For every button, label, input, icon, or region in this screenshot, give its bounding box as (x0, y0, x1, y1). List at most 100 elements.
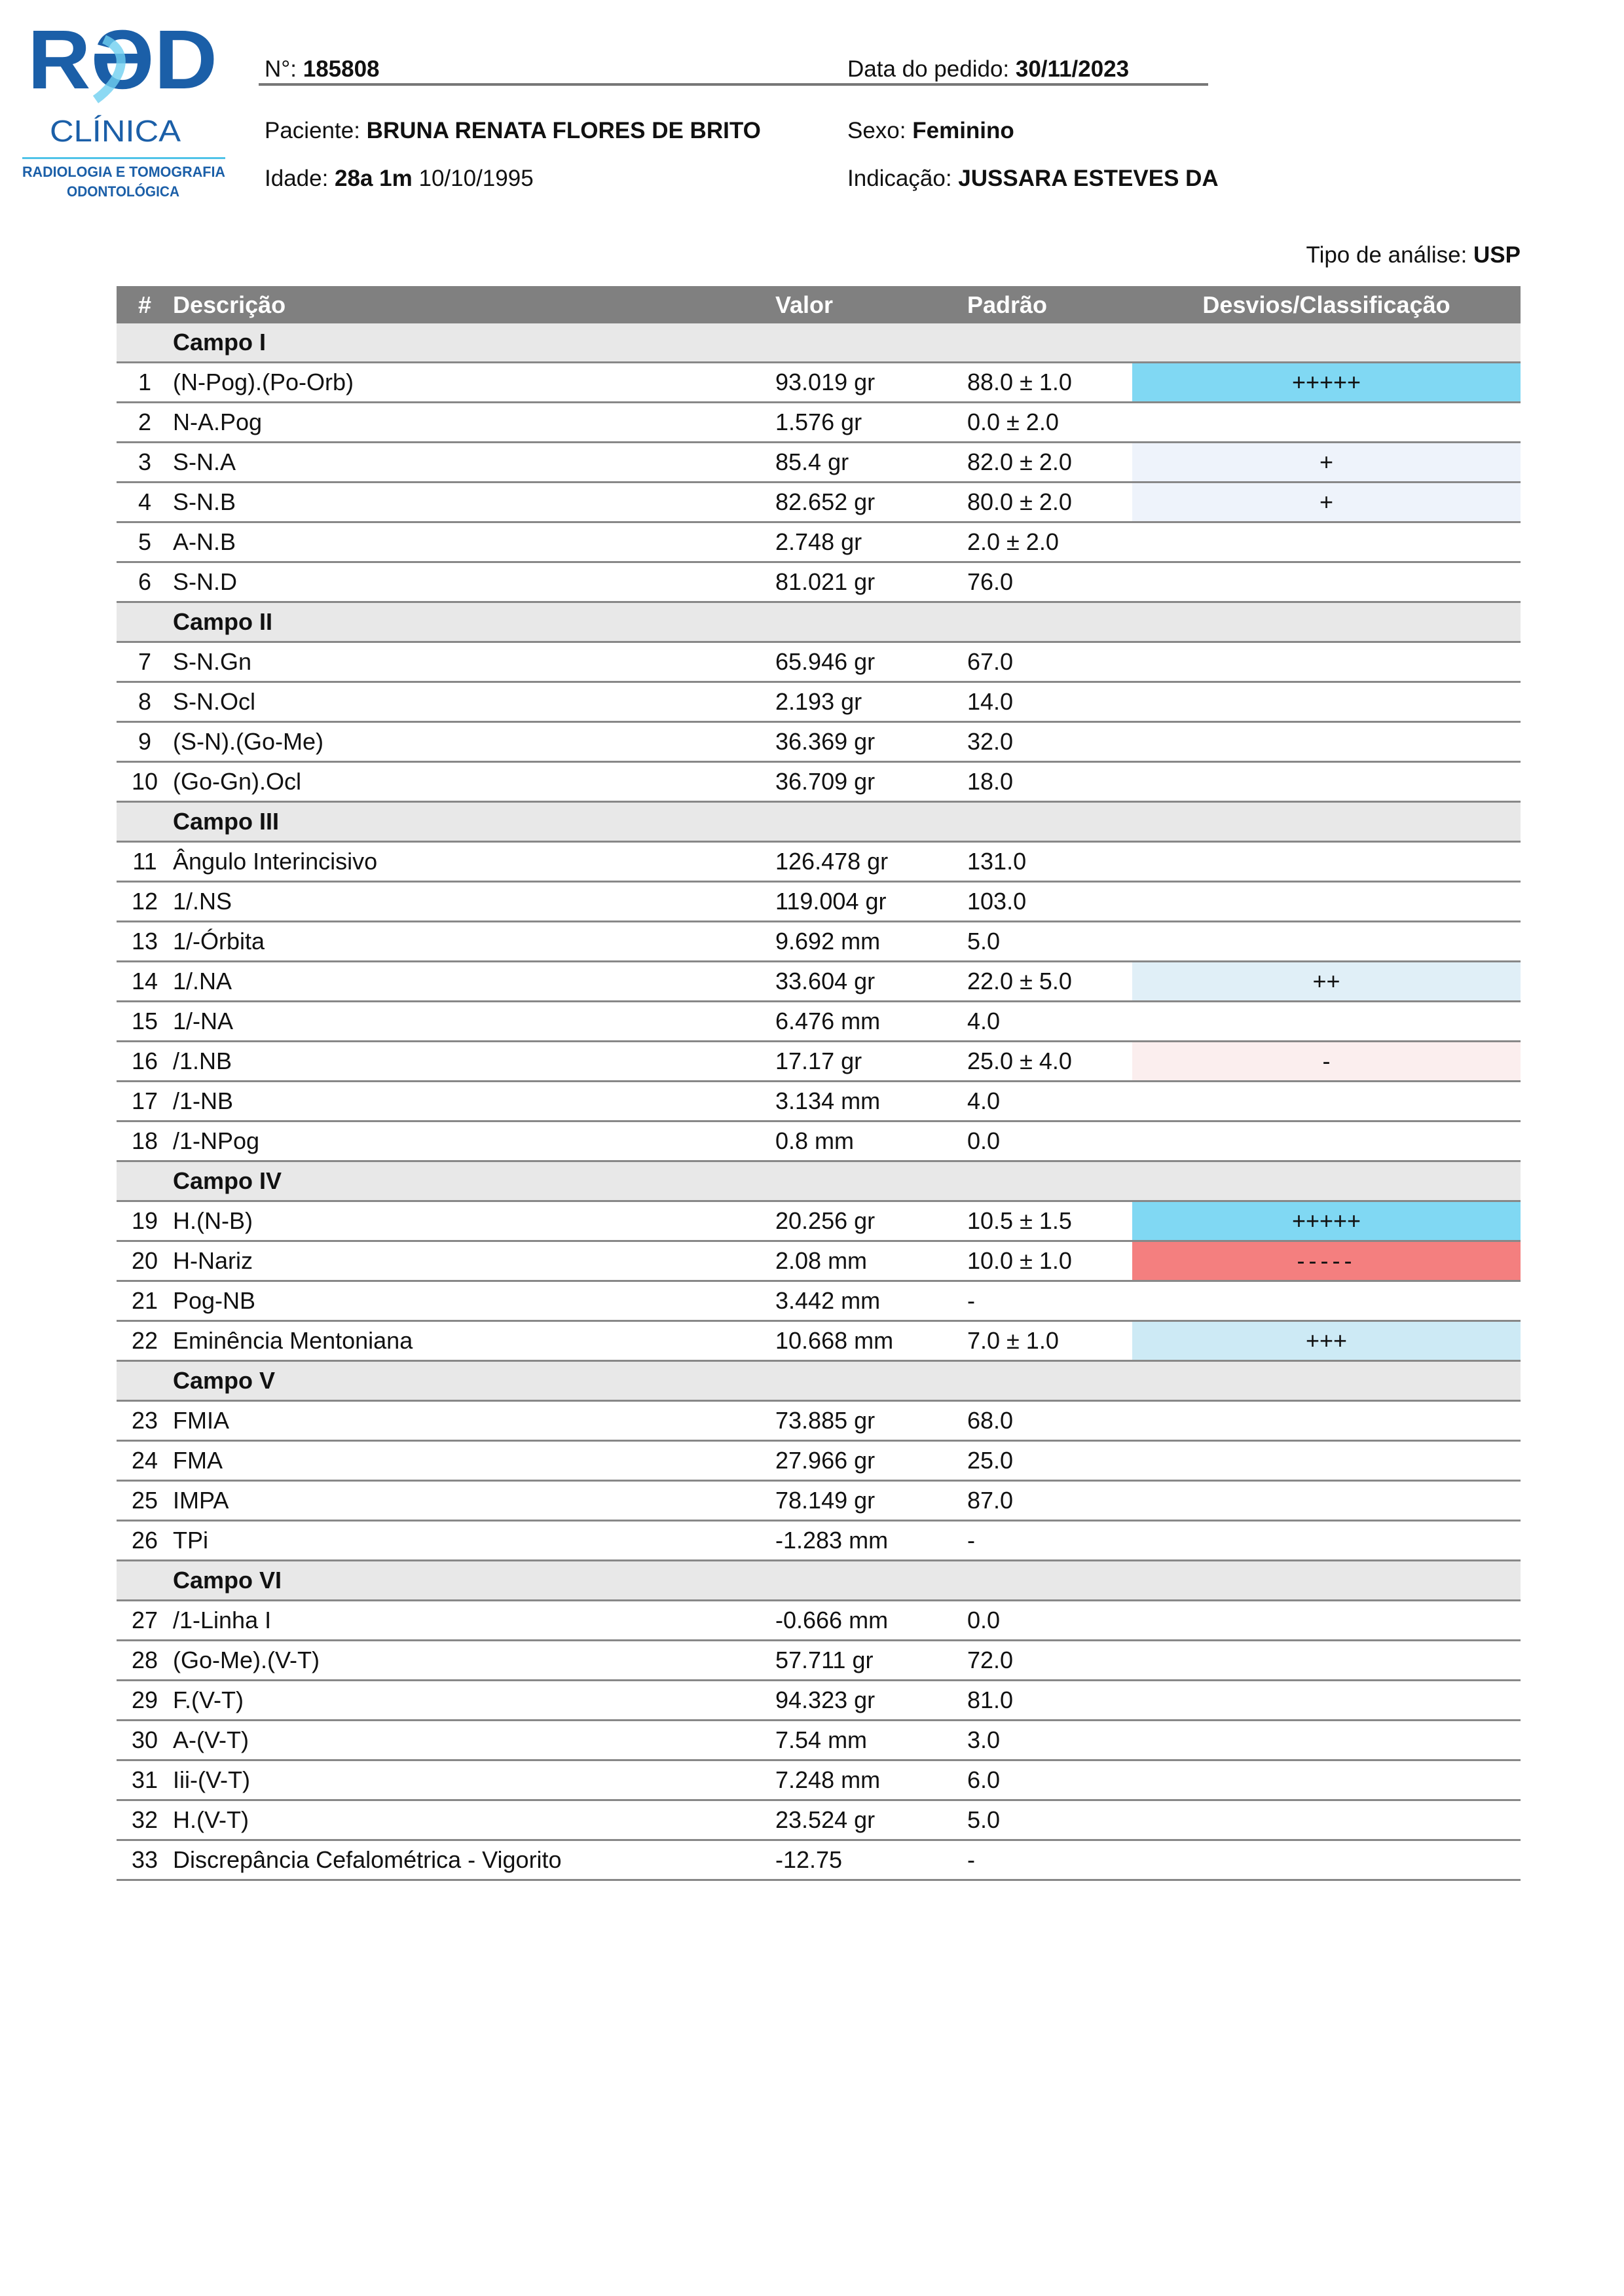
row-value: 73.885 gr (775, 1400, 967, 1442)
patient-label: Paciente: (265, 118, 360, 143)
row-value: 36.709 gr (775, 761, 967, 803)
row-standard: 25.0 (967, 1440, 1132, 1482)
row-description: F.(V-T) (173, 1680, 775, 1721)
row-description: FMA (173, 1440, 775, 1482)
row-value: -0.666 mm (775, 1600, 967, 1641)
row-description: A-N.B (173, 522, 775, 563)
row-number: 29 (117, 1680, 173, 1721)
row-number: 13 (117, 921, 173, 962)
row-number: 19 (117, 1201, 173, 1242)
row-number: 16 (117, 1041, 173, 1082)
col-number: # (117, 286, 173, 323)
row-standard: 2.0 ± 2.0 (967, 522, 1132, 563)
table-row: 6 S-N.D 81.021 gr 76.0 (117, 562, 1521, 603)
table-row: 30 A-(V-T) 7.54 mm 3.0 (117, 1720, 1521, 1761)
group-title: Campo VI (173, 1560, 1521, 1601)
row-description: Iii-(V-T) (173, 1760, 775, 1801)
table-row: 26 TPi -1.283 mm - (117, 1520, 1521, 1561)
row-number: 7 (117, 642, 173, 683)
sex: Sexo: Feminino (847, 118, 1014, 144)
table-row: 27/1-Linha I -0.666 mm 0.0 (117, 1600, 1521, 1641)
row-description: (S-N).(Go-Me) (173, 721, 775, 763)
table-row: 16/1.NB 17.17 gr 25.0 ± 4.0- (117, 1041, 1521, 1082)
group-row: Campo VI (117, 1560, 1521, 1601)
row-description: H.(V-T) (173, 1800, 775, 1841)
row-value: 36.369 gr (775, 721, 967, 763)
indication-value: JUSSARA ESTEVES DA (958, 166, 1219, 191)
table-row: 19 H.(N-B) 20.256 gr 10.5 ± 1.5 +++++ (117, 1201, 1521, 1242)
rad-logo-icon: RƏD CLÍNICA RADIOLOGIA E TOMOGRAFIA ODON… (22, 13, 225, 200)
row-value: 57.711 gr (775, 1640, 967, 1681)
row-deviation (1132, 1840, 1521, 1881)
row-number: 4 (117, 482, 173, 523)
row-number: 14 (117, 961, 173, 1002)
number-value: 185808 (303, 56, 380, 82)
row-number: 17 (117, 1081, 173, 1122)
col-description: Descrição (173, 286, 775, 323)
group-spacer (117, 1560, 173, 1601)
sex-label: Sexo: (847, 118, 906, 143)
table-row: 32 H.(V-T) 23.524 gr 5.0 (117, 1800, 1521, 1841)
row-description: N-A.Pog (173, 402, 775, 443)
row-value: 9.692 mm (775, 921, 967, 962)
row-number: 30 (117, 1720, 173, 1761)
row-deviation (1132, 841, 1521, 883)
analysis-value: USP (1473, 242, 1521, 268)
row-standard: 22.0 ± 5.0 (967, 961, 1132, 1002)
row-number: 25 (117, 1480, 173, 1522)
row-description: IMPA (173, 1480, 775, 1522)
row-deviation (1132, 1400, 1521, 1442)
row-standard: 76.0 (967, 562, 1132, 603)
group-spacer (117, 1161, 173, 1202)
row-value: 10.668 mm (775, 1321, 967, 1362)
row-description: S-N.Ocl (173, 682, 775, 723)
table-row: 13 1/-Órbita 9.692 mm 5.0 (117, 921, 1521, 962)
row-standard: 67.0 (967, 642, 1132, 683)
date-value: 30/11/2023 (1015, 56, 1130, 82)
row-description: /1.NB (173, 1041, 775, 1082)
row-standard: 10.0 ± 1.0 (967, 1241, 1132, 1282)
row-deviation (1132, 881, 1521, 922)
table-row: 2 N-A.Pog 1.576 gr 0.0 ± 2.0 (117, 402, 1521, 443)
row-number: 20 (117, 1241, 173, 1282)
row-description: A-(V-T) (173, 1720, 775, 1761)
row-value: 1.576 gr (775, 402, 967, 443)
row-standard: 25.0 ± 4.0 (967, 1041, 1132, 1082)
group-row: Campo I (117, 323, 1521, 363)
group-spacer (117, 801, 173, 843)
table-row: 29 F.(V-T) 94.323 gr 81.0 (117, 1680, 1521, 1721)
table-row: 33 Discrepância Cefalométrica - Vigorito -… (117, 1840, 1521, 1881)
row-description: H-Nariz (173, 1241, 775, 1282)
row-value: 65.946 gr (775, 642, 967, 683)
row-value: -12.75 (775, 1840, 967, 1881)
row-value: 2.08 mm (775, 1241, 967, 1282)
row-standard: 10.5 ± 1.5 (967, 1201, 1132, 1242)
row-number: 28 (117, 1640, 173, 1681)
table-row: 7 S-N.Gn 65.946 gr 67.0 (117, 642, 1521, 683)
table-row: 15 1/-NA 6.476 mm 4.0 (117, 1001, 1521, 1042)
row-standard: - (967, 1840, 1132, 1881)
table-row: 28 (Go-Me).(V-T) 57.711 gr 72.0 (117, 1640, 1521, 1681)
row-deviation (1132, 1600, 1521, 1641)
col-standard: Padrão (967, 286, 1132, 323)
row-deviation: - (1132, 1041, 1521, 1082)
indication: Indicação: JUSSARA ESTEVES DA (847, 166, 1219, 192)
row-number: 22 (117, 1321, 173, 1362)
row-standard: 0.0 (967, 1600, 1132, 1641)
row-number: 11 (117, 841, 173, 883)
row-value: 94.323 gr (775, 1680, 967, 1721)
row-value: 2.748 gr (775, 522, 967, 563)
row-deviation (1132, 1680, 1521, 1721)
group-spacer (117, 323, 173, 363)
row-deviation: +++++ (1132, 362, 1521, 403)
cephalometric-table: # Descrição Valor Padrão Desvios/Classif… (117, 286, 1521, 1881)
table-row: 22 Eminência Mentoniana 10.668 mm 7.0 ± 1.0… (117, 1321, 1521, 1362)
row-standard: 5.0 (967, 1800, 1132, 1841)
row-standard: 87.0 (967, 1480, 1132, 1522)
row-number: 12 (117, 881, 173, 922)
group-row: Campo III (117, 801, 1521, 843)
row-standard: 7.0 ± 1.0 (967, 1321, 1132, 1362)
table-row: 21 Pog-NB 3.442 mm - (117, 1281, 1521, 1322)
row-value: 85.4 gr (775, 442, 967, 483)
row-standard: 14.0 (967, 682, 1132, 723)
